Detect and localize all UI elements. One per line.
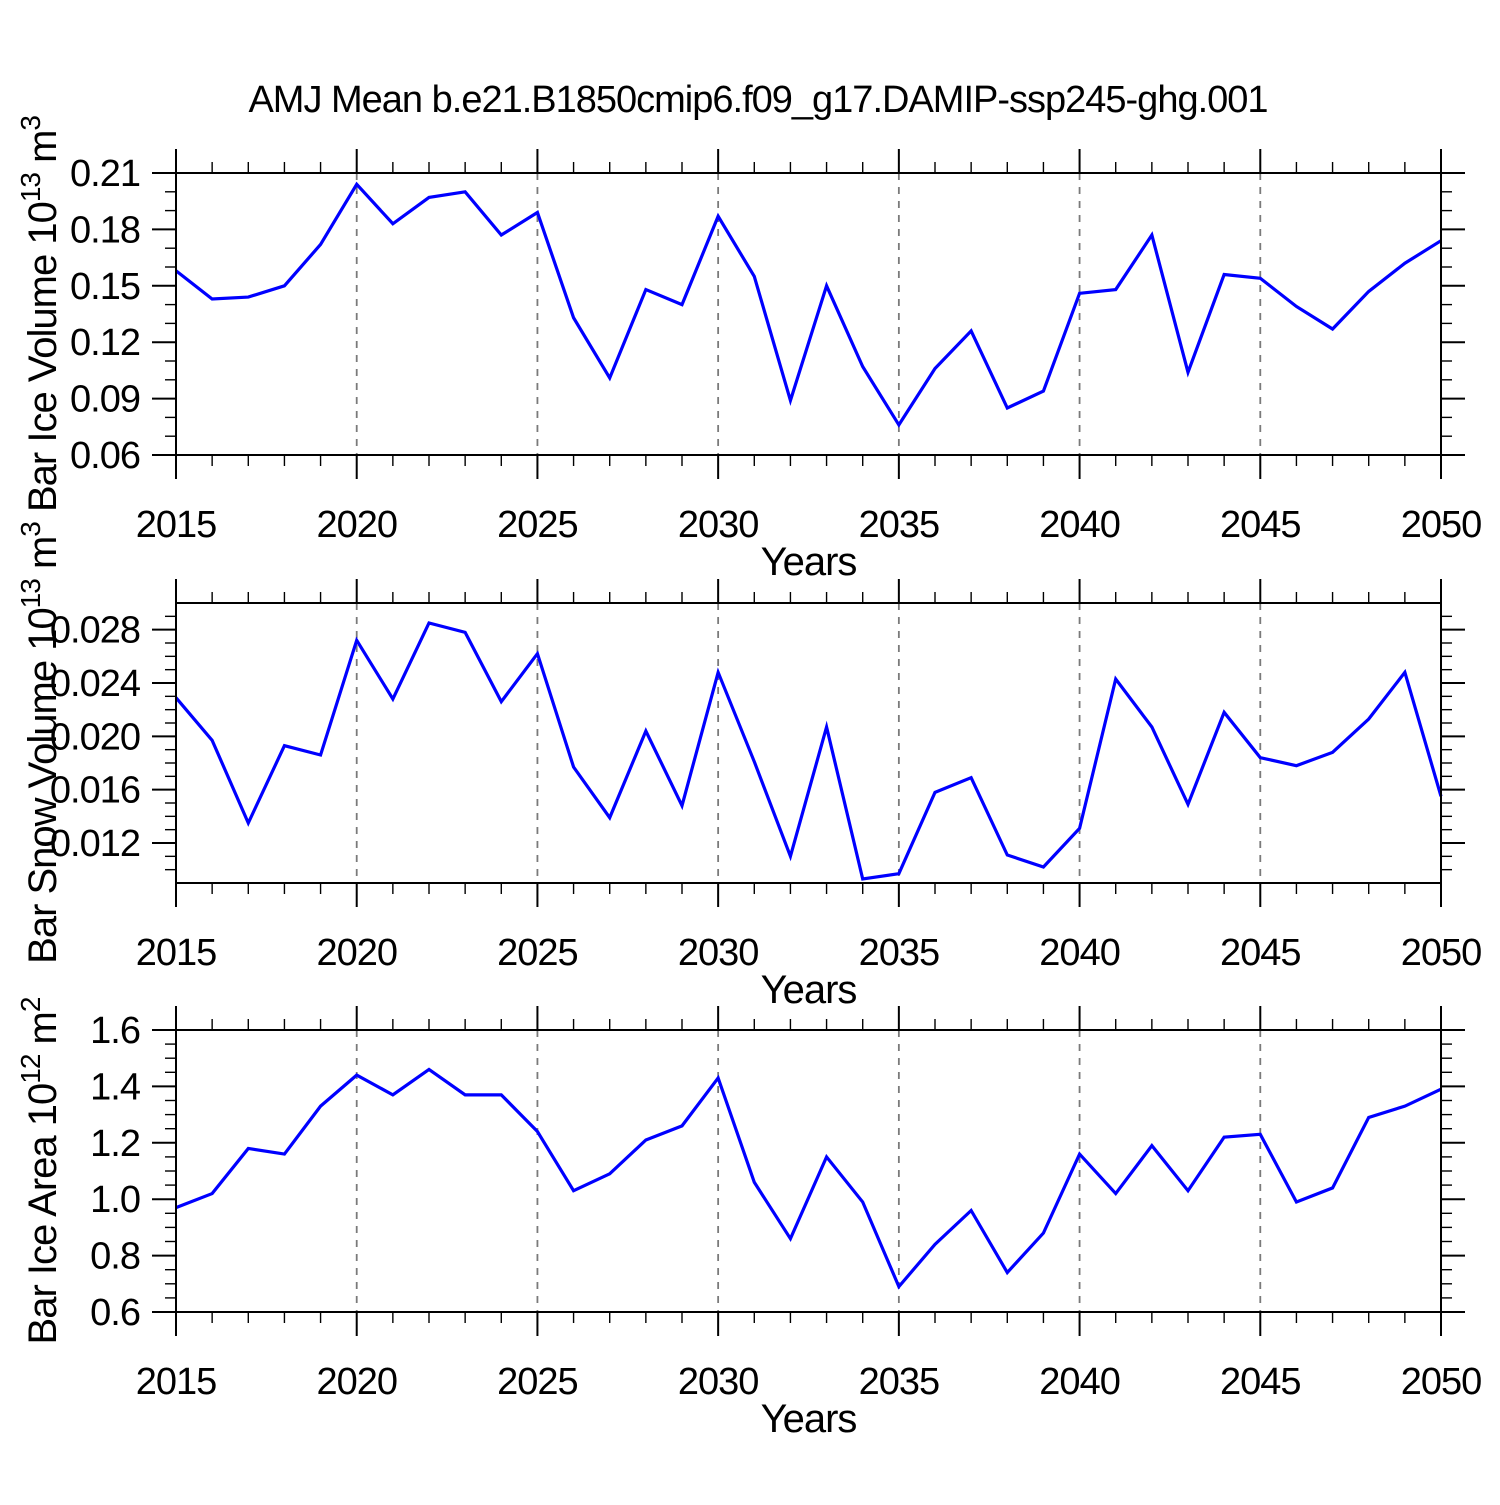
panel-bar-ice-area: 1.6 1.4 1.2 1.0 0.8 0.6 2015 2020 2025 2030 2035 20… bbox=[15, 997, 1482, 1441]
x-tick-label: 2045 bbox=[1220, 504, 1301, 546]
x-tick-label: 2025 bbox=[497, 1361, 578, 1403]
y-tick-label: 0.18 bbox=[70, 209, 140, 251]
panel-bar-snow-volume: 0.028 0.024 0.020 0.016 0.012 2015 2020 2025 203… bbox=[15, 522, 1482, 1012]
x-tick-label: 2020 bbox=[316, 932, 397, 974]
x-tick-label: 2025 bbox=[497, 932, 578, 974]
y-tick-label: 0.028 bbox=[50, 610, 140, 652]
x-tick-label: 2040 bbox=[1039, 504, 1120, 546]
chart-title: AMJ Mean b.e21.B1850cmip6.f09_g17.DAMIP-… bbox=[248, 79, 1267, 121]
y-tick-label: 0.8 bbox=[90, 1236, 140, 1278]
y-tick-label: 1.6 bbox=[90, 1010, 140, 1052]
x-tick-label: 2045 bbox=[1220, 1361, 1301, 1403]
x-tick-label: 2015 bbox=[136, 504, 217, 546]
y-tick-label: 0.21 bbox=[70, 153, 140, 195]
x-axis-title: Years bbox=[761, 968, 857, 1012]
x-tick-label: 2015 bbox=[136, 1361, 217, 1403]
x-tick-label: 2035 bbox=[859, 932, 940, 974]
y-tick-label: 0.15 bbox=[70, 266, 140, 308]
x-tick-label: 2040 bbox=[1039, 932, 1120, 974]
x-tick-label: 2030 bbox=[678, 932, 759, 974]
y-axis-title: Bar Ice Volume 1013 m3 bbox=[15, 116, 65, 512]
y-tick-label: 0.024 bbox=[50, 663, 141, 705]
y-tick-label: 1.2 bbox=[90, 1123, 140, 1165]
y-tick-label: 0.012 bbox=[50, 823, 140, 865]
x-tick-label: 2030 bbox=[678, 1361, 759, 1403]
x-tick-label: 2040 bbox=[1039, 1361, 1120, 1403]
y-tick-label: 0.020 bbox=[50, 716, 140, 758]
data-line-bar-ice-volume bbox=[175, 181, 1442, 428]
data-line-bar-snow-volume bbox=[174, 621, 1443, 881]
x-tick-label: 2015 bbox=[136, 932, 217, 974]
y-tick-label: 1.4 bbox=[90, 1066, 141, 1108]
x-tick-label: 2025 bbox=[497, 504, 578, 546]
x-tick-label: 2035 bbox=[859, 1361, 940, 1403]
y-tick-label: 1.0 bbox=[90, 1179, 140, 1221]
x-tick-label: 2020 bbox=[316, 504, 397, 546]
y-tick-label: 0.016 bbox=[50, 770, 140, 812]
panel-bar-ice-volume: 0.21 0.18 0.15 0.12 0.09 0.06 2015 2020 2025 2030… bbox=[15, 116, 1482, 584]
x-axis-title: Years bbox=[761, 1397, 857, 1441]
plot-frame bbox=[175, 172, 1442, 456]
data-line-bar-ice-area bbox=[175, 1067, 1442, 1290]
x-tick-label: 2050 bbox=[1401, 932, 1482, 974]
x-axis-title: Years bbox=[761, 540, 857, 584]
y-tick-label: 0.06 bbox=[70, 435, 140, 477]
plot-frame bbox=[175, 602, 1442, 884]
y-axis-title: Bar Ice Area 1012 m2 bbox=[15, 997, 65, 1344]
x-tick-label: 2030 bbox=[678, 504, 759, 546]
x-tick-label: 2020 bbox=[316, 1361, 397, 1403]
x-tick-label: 2050 bbox=[1401, 504, 1482, 546]
y-axis-title: Bar Snow Volume 1013 m3 bbox=[15, 522, 65, 964]
x-tick-label: 2035 bbox=[859, 504, 940, 546]
y-tick-label: 0.6 bbox=[90, 1292, 140, 1334]
y-tick-label: 0.12 bbox=[70, 322, 140, 364]
plot-frame bbox=[175, 1029, 1442, 1313]
y-tick-label: 0.09 bbox=[70, 379, 140, 421]
x-tick-label: 2050 bbox=[1401, 1361, 1482, 1403]
x-tick-label: 2045 bbox=[1220, 932, 1301, 974]
